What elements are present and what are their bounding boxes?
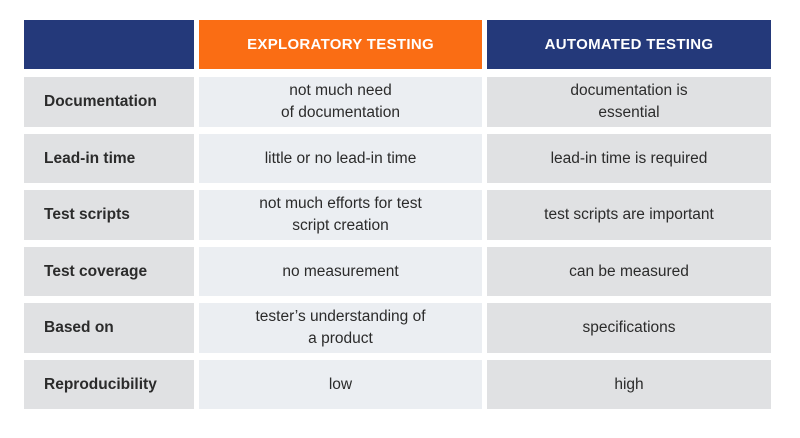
exploratory-test-scripts: not much efforts for test script creatio… (199, 190, 482, 240)
header-automated-testing: AUTOMATED TESTING (487, 20, 771, 69)
row-label-based-on: Based on (24, 303, 194, 353)
exploratory-based-on: tester’s understanding of a product (199, 303, 482, 353)
header-corner-cell (24, 20, 194, 69)
automated-test-scripts: test scripts are important (487, 190, 771, 240)
exploratory-reproducibility: low (199, 360, 482, 409)
automated-lead-in-time: lead-in time is required (487, 134, 771, 183)
automated-reproducibility: high (487, 360, 771, 409)
exploratory-documentation: not much need of documentation (199, 77, 482, 127)
row-label-test-coverage: Test coverage (24, 247, 194, 296)
exploratory-test-coverage: no measurement (199, 247, 482, 296)
header-exploratory-testing: EXPLORATORY TESTING (199, 20, 482, 69)
row-label-test-scripts: Test scripts (24, 190, 194, 240)
row-label-documentation: Documentation (24, 77, 194, 127)
automated-based-on: specifications (487, 303, 771, 353)
exploratory-lead-in-time: little or no lead-in time (199, 134, 482, 183)
row-label-lead-in-time: Lead-in time (24, 134, 194, 183)
automated-test-coverage: can be measured (487, 247, 771, 296)
automated-documentation: documentation is essential (487, 77, 771, 127)
row-label-reproducibility: Reproducibility (24, 360, 194, 409)
